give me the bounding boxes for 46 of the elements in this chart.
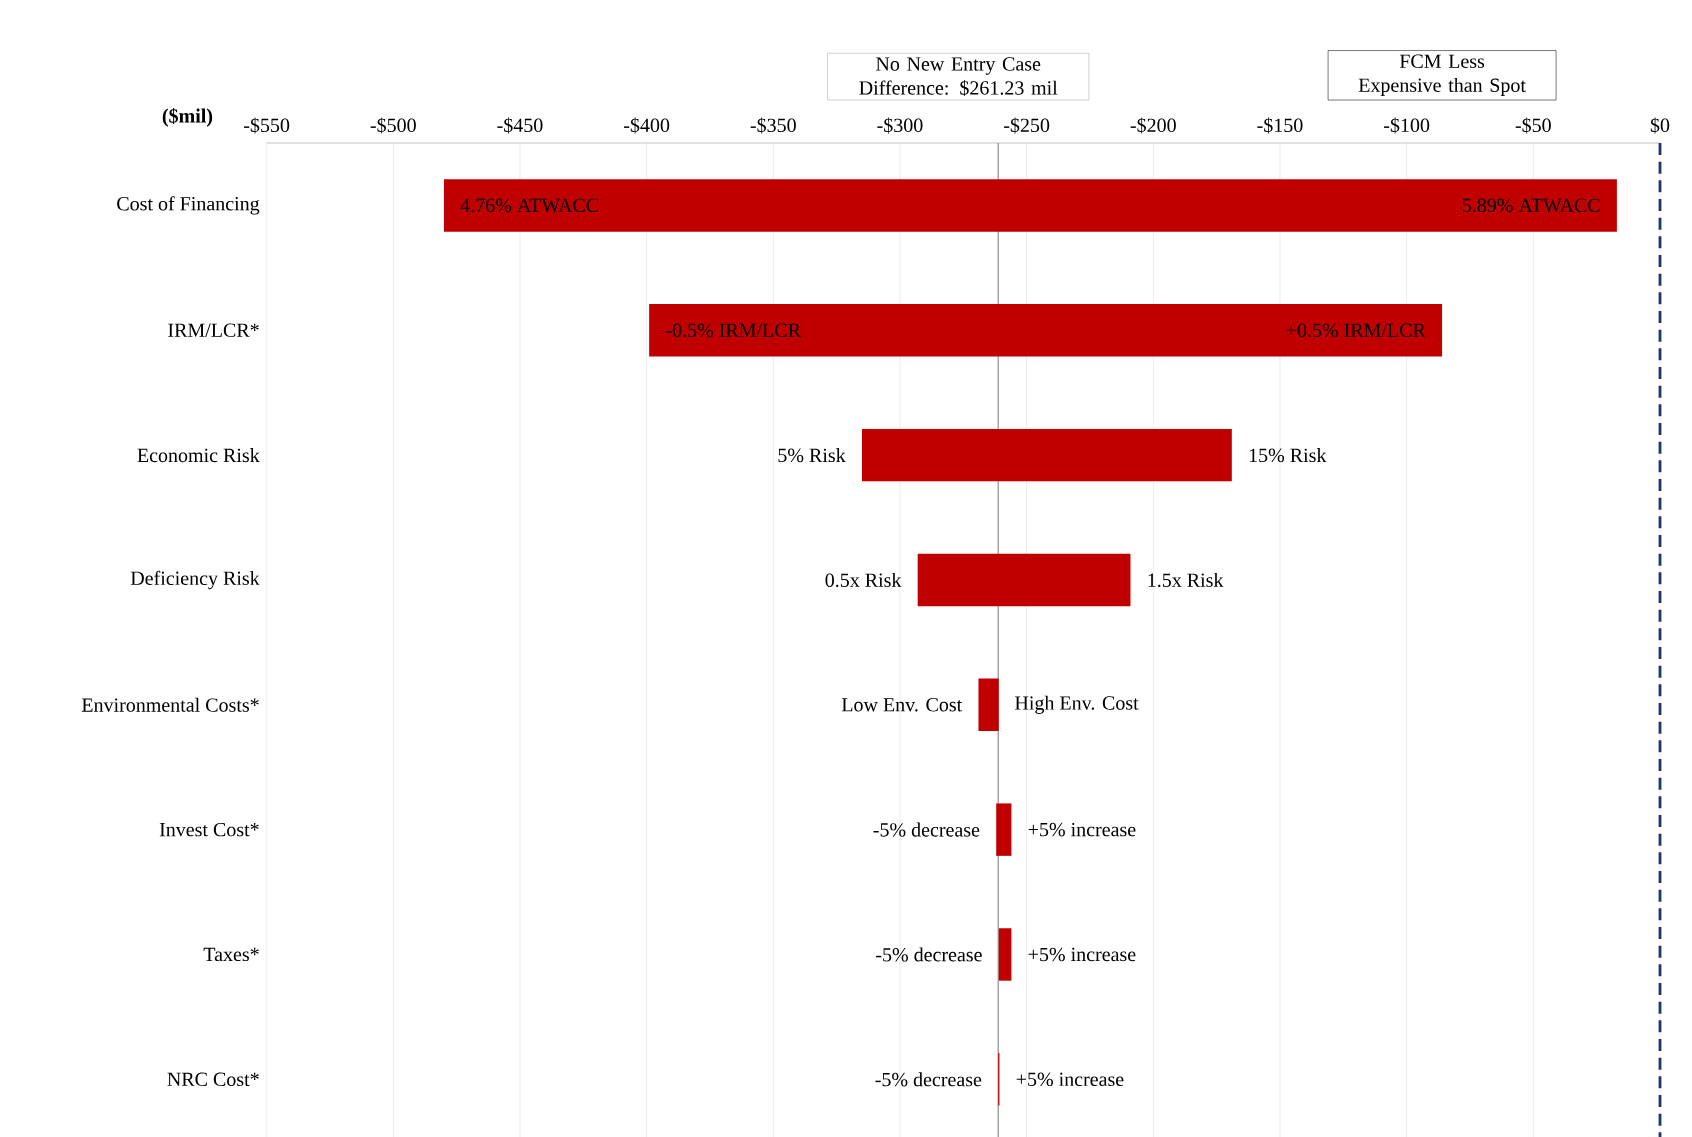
x-tick-label: -$500 bbox=[370, 117, 416, 134]
bar bbox=[861, 428, 1232, 482]
annotation: 5.89% ATWACC bbox=[1462, 198, 1600, 213]
x-tick-label: -$450 bbox=[497, 117, 543, 134]
bar bbox=[978, 678, 999, 732]
bar bbox=[917, 553, 1131, 607]
annotation: 4.76% ATWACC bbox=[460, 198, 598, 213]
x-tick-label: -$550 bbox=[244, 117, 290, 134]
annotation: 0.5x Risk bbox=[825, 572, 902, 588]
y-tick-label: Deficiency Risk bbox=[130, 570, 260, 590]
annotation: +5% increase bbox=[1028, 947, 1136, 962]
x-tick-label: -$400 bbox=[624, 117, 670, 134]
bar bbox=[996, 803, 1012, 856]
y-tick-label: Invest Cost* bbox=[159, 822, 259, 837]
x-tick-label: -$350 bbox=[750, 117, 796, 134]
annotation: -0.5% IRM/LCR bbox=[666, 323, 801, 338]
y-tick-label: Environmental Costs* bbox=[81, 697, 259, 712]
x-tick-label: $0 bbox=[1650, 117, 1670, 134]
y-tick-label: NRC Cost* bbox=[167, 1072, 259, 1087]
y-tick-label: Taxes* bbox=[203, 947, 259, 962]
bar bbox=[998, 928, 1012, 981]
text: No New Entry Case Difference: $261.23 mil bbox=[859, 57, 1058, 97]
annotation: +0.5% IRM/LCR bbox=[1286, 323, 1426, 338]
x-tick-label: -$250 bbox=[1004, 117, 1050, 134]
x-tick-label: -$150 bbox=[1257, 117, 1303, 134]
x-tick-label: -$300 bbox=[877, 117, 923, 134]
annotation: -5% decrease bbox=[876, 947, 982, 962]
annotation: Low Env. Cost bbox=[841, 698, 963, 712]
annotation: +5% increase bbox=[1028, 822, 1136, 837]
bar bbox=[649, 304, 1443, 357]
x-tick-label: -$50 bbox=[1515, 117, 1551, 134]
y-tick-label: Economic Risk bbox=[137, 448, 260, 463]
annotation: -5% decrease bbox=[875, 1072, 982, 1087]
annotation: -5% decrease bbox=[873, 822, 980, 837]
x-tick-label: -$200 bbox=[1130, 117, 1176, 134]
y-tick-label: Cost of Financing bbox=[117, 196, 260, 215]
x-axis-title: ($mil) bbox=[162, 108, 213, 127]
x-tick-label: -$100 bbox=[1384, 117, 1430, 134]
text: FCM Less Expensive than Spot bbox=[1358, 54, 1526, 97]
annotation: High Env. Cost bbox=[1015, 695, 1139, 714]
annotation: 15% Risk bbox=[1249, 448, 1327, 463]
y-tick-label: IRM/LCR* bbox=[168, 323, 259, 337]
annotation: 5% Risk bbox=[778, 448, 846, 463]
bar bbox=[443, 179, 1617, 232]
annotation: 1.5x Risk bbox=[1148, 572, 1224, 588]
annotation: +5% increase bbox=[1016, 1072, 1124, 1087]
